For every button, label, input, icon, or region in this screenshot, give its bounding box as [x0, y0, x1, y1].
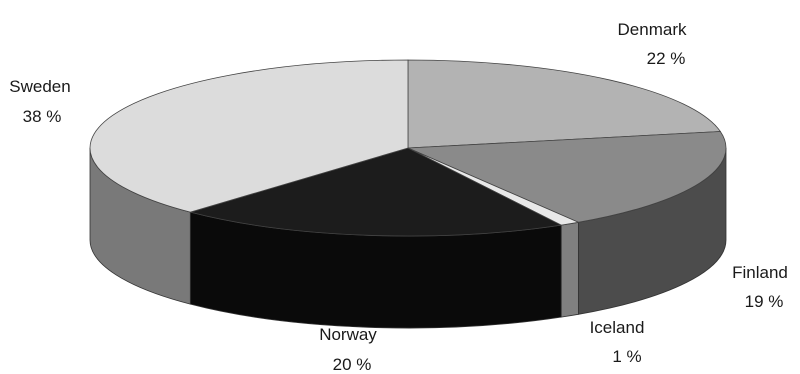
label-iceland: Iceland 1 %	[590, 318, 645, 366]
slice-value-iceland: 1 %	[612, 347, 641, 366]
pie-slice-denmark	[407, 59, 722, 149]
pie-sides	[89, 147, 727, 329]
label-finland: Finland 19 %	[732, 263, 788, 311]
slice-value-finland: 19 %	[745, 292, 784, 311]
pie-tops	[89, 59, 727, 237]
slice-value-sweden: 38 %	[23, 107, 62, 126]
slice-value-denmark: 22 %	[647, 49, 686, 68]
pie-slice-sweden	[89, 59, 409, 213]
slice-label-norway: Norway	[319, 325, 377, 344]
pie-slice-norway	[188, 147, 563, 237]
slice-label-denmark: Denmark	[618, 20, 687, 39]
label-norway: Norway 20 %	[319, 325, 377, 374]
label-sweden: Sweden 38 %	[9, 77, 70, 126]
slice-label-sweden: Sweden	[9, 77, 70, 96]
pie-slice-finland	[407, 131, 727, 223]
slice-label-finland: Finland	[732, 263, 788, 282]
label-denmark: Denmark 22 %	[618, 20, 687, 68]
pie-side-iceland	[560, 221, 579, 318]
slice-label-iceland: Iceland	[590, 318, 645, 337]
slice-value-norway: 20 %	[333, 355, 372, 374]
